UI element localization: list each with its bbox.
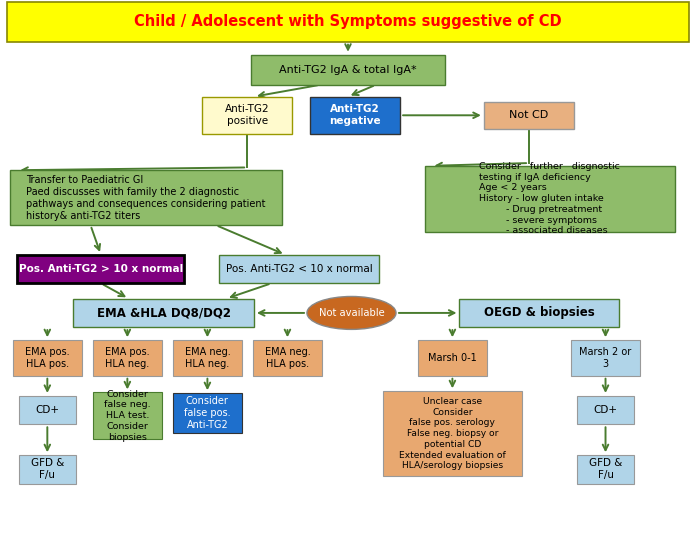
FancyBboxPatch shape	[253, 340, 322, 376]
Text: Transfer to Paediatric GI
Paed discusses with family the 2 diagnostic
pathways a: Transfer to Paediatric GI Paed discusses…	[26, 175, 266, 221]
Text: CD+: CD+	[594, 405, 617, 415]
FancyBboxPatch shape	[93, 340, 162, 376]
Text: CD+: CD+	[35, 405, 59, 415]
Text: Consider   further   disgnostic
testing if IgA deficiency
Age < 2 years
History : Consider further disgnostic testing if I…	[480, 162, 620, 236]
Ellipse shape	[307, 296, 396, 329]
FancyBboxPatch shape	[10, 170, 282, 225]
Text: Not available: Not available	[319, 308, 384, 318]
Text: Pos. Anti-TG2 > 10 x normal: Pos. Anti-TG2 > 10 x normal	[19, 264, 183, 274]
Text: Marsh 2 or
3: Marsh 2 or 3	[579, 347, 632, 369]
FancyBboxPatch shape	[17, 255, 184, 283]
Text: EMA neg.
HLA pos.: EMA neg. HLA pos.	[264, 347, 310, 369]
FancyBboxPatch shape	[93, 392, 162, 439]
FancyBboxPatch shape	[577, 396, 634, 424]
FancyBboxPatch shape	[19, 455, 76, 484]
Text: Consider
false pos.
Anti-TG2: Consider false pos. Anti-TG2	[184, 396, 230, 430]
FancyBboxPatch shape	[219, 255, 379, 283]
FancyBboxPatch shape	[425, 166, 675, 232]
FancyBboxPatch shape	[173, 393, 242, 433]
FancyBboxPatch shape	[310, 97, 400, 134]
FancyBboxPatch shape	[418, 340, 487, 376]
Text: Marsh 0-1: Marsh 0-1	[428, 353, 477, 363]
Text: Anti-TG2
negative: Anti-TG2 negative	[329, 104, 381, 126]
FancyBboxPatch shape	[7, 2, 689, 42]
FancyBboxPatch shape	[484, 102, 574, 129]
FancyBboxPatch shape	[73, 299, 254, 327]
Text: EMA neg.
HLA neg.: EMA neg. HLA neg.	[184, 347, 230, 369]
FancyBboxPatch shape	[13, 340, 82, 376]
Text: Anti-TG2 IgA & total IgA*: Anti-TG2 IgA & total IgA*	[279, 65, 417, 75]
Text: Anti-TG2
positive: Anti-TG2 positive	[225, 104, 269, 126]
Text: GFD &
F/u: GFD & F/u	[31, 458, 64, 480]
FancyBboxPatch shape	[202, 97, 292, 134]
Text: Consider
false neg.
HLA test.
Consider
biopsies: Consider false neg. HLA test. Consider b…	[104, 390, 150, 441]
FancyBboxPatch shape	[571, 340, 640, 376]
Text: Pos. Anti-TG2 < 10 x normal: Pos. Anti-TG2 < 10 x normal	[226, 264, 372, 274]
Text: OEGD & biopsies: OEGD & biopsies	[484, 306, 595, 320]
Text: GFD &
F/u: GFD & F/u	[589, 458, 622, 480]
FancyBboxPatch shape	[173, 340, 242, 376]
Text: EMA pos.
HLA pos.: EMA pos. HLA pos.	[25, 347, 70, 369]
Text: Child / Adolescent with Symptoms suggestive of CD: Child / Adolescent with Symptoms suggest…	[134, 14, 562, 30]
FancyBboxPatch shape	[251, 54, 445, 85]
Text: EMA &HLA DQ8/DQ2: EMA &HLA DQ8/DQ2	[97, 306, 230, 320]
Text: EMA pos.
HLA neg.: EMA pos. HLA neg.	[105, 347, 150, 369]
FancyBboxPatch shape	[383, 391, 522, 476]
FancyBboxPatch shape	[459, 299, 619, 327]
FancyBboxPatch shape	[577, 455, 634, 484]
Text: Not CD: Not CD	[509, 110, 548, 120]
Text: Unclear case
Consider
false pos. serology
False neg. biopsy or
potential CD
Exte: Unclear case Consider false pos. serolog…	[399, 397, 506, 470]
FancyBboxPatch shape	[19, 396, 76, 424]
